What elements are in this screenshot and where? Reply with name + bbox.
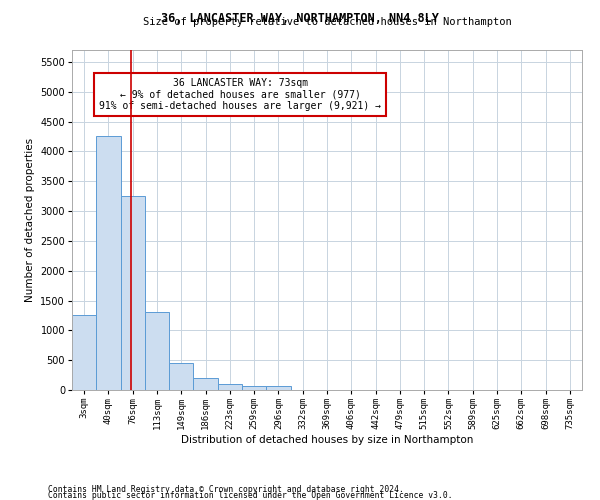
Text: 36, LANCASTER WAY, NORTHAMPTON, NN4 8LY: 36, LANCASTER WAY, NORTHAMPTON, NN4 8LY: [161, 12, 439, 26]
Text: 36 LANCASTER WAY: 73sqm
← 9% of detached houses are smaller (977)
91% of semi-de: 36 LANCASTER WAY: 73sqm ← 9% of detached…: [100, 78, 382, 111]
Bar: [242, 386, 266, 390]
Bar: [218, 384, 242, 390]
X-axis label: Distribution of detached houses by size in Northampton: Distribution of detached houses by size …: [181, 435, 473, 445]
Y-axis label: Number of detached properties: Number of detached properties: [25, 138, 35, 302]
Bar: [193, 378, 218, 390]
Bar: [121, 196, 145, 390]
Title: Size of property relative to detached houses in Northampton: Size of property relative to detached ho…: [143, 17, 511, 27]
Bar: [169, 363, 193, 390]
Bar: [266, 386, 290, 390]
Bar: [72, 316, 96, 390]
Bar: [96, 136, 121, 390]
Bar: [145, 312, 169, 390]
Text: Contains public sector information licensed under the Open Government Licence v3: Contains public sector information licen…: [48, 490, 452, 500]
Text: Contains HM Land Registry data © Crown copyright and database right 2024.: Contains HM Land Registry data © Crown c…: [48, 484, 404, 494]
